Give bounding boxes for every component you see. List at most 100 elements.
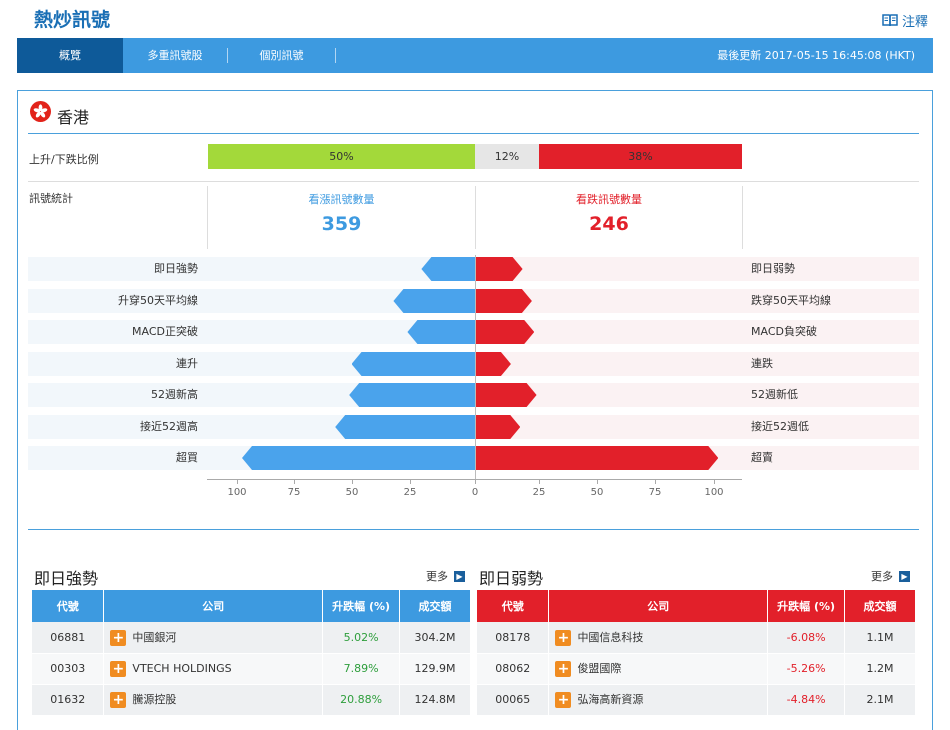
col-change[interactable]: 升跌幅 (%) — [767, 590, 846, 622]
bull-signal-label: 即日強勢 — [154, 262, 198, 275]
hong-kong-flag-icon — [30, 101, 51, 122]
last-updated: 最後更新 2017-05-15 16:45:08 (HKT) — [717, 49, 915, 62]
company-name[interactable]: 中國銀河 — [132, 630, 177, 644]
col-turnover[interactable]: 成交額 — [844, 590, 916, 622]
bear-signal-bar[interactable] — [476, 383, 537, 407]
company-name[interactable]: 弘海高新資源 — [577, 693, 644, 706]
col-turnover[interactable]: 成交額 — [399, 590, 471, 622]
axis-tick-label: 75 — [648, 487, 662, 498]
axis-tick — [714, 479, 715, 484]
weak-more-link[interactable]: 更多 ▶ — [871, 568, 910, 584]
tab-separator — [335, 48, 336, 63]
tab-individual-signal[interactable]: 個別訊號 — [259, 49, 304, 62]
bull-signal-bar[interactable] — [351, 352, 475, 376]
company-cell[interactable]: + VTECH HOLDINGS — [103, 653, 324, 685]
bull-signal-label: 接近52週高 — [140, 420, 198, 433]
company-name[interactable]: 俊盟國際 — [577, 662, 622, 675]
add-watchlist-icon[interactable]: + — [555, 661, 572, 677]
ratio-down-bar: 38% — [539, 144, 742, 169]
turnover: 1.1M — [844, 622, 916, 654]
stock-code[interactable]: 08062 — [477, 653, 550, 685]
col-code[interactable]: 代號 — [477, 590, 550, 622]
col-company[interactable]: 公司 — [548, 590, 769, 622]
col-change[interactable]: 升跌幅 (%) — [322, 590, 401, 622]
divider — [28, 133, 919, 134]
company-cell[interactable]: + 中國銀河 — [103, 622, 324, 654]
divider — [28, 181, 919, 182]
axis-tick — [597, 479, 598, 484]
axis-tick-label: 25 — [532, 487, 546, 498]
chart-axis — [207, 479, 742, 480]
stock-code[interactable]: 00065 — [477, 684, 550, 716]
stock-code[interactable]: 06881 — [32, 622, 105, 654]
company-name[interactable]: VTECH HOLDINGS — [132, 661, 232, 675]
stock-code[interactable]: 08178 — [477, 622, 550, 654]
table-row[interactable]: 08178 + 中國信息科技 -6.08% 1.1M — [477, 622, 916, 654]
company-cell[interactable]: + 騰源控股 — [103, 684, 324, 716]
table-row[interactable]: 00065 + 弘海高新資源 -4.84% 2.1M — [477, 684, 916, 716]
company-name[interactable]: 騰源控股 — [132, 693, 177, 706]
notes-link[interactable]: 注釋 — [882, 11, 928, 30]
tab-overview[interactable]: 概覽 — [17, 38, 123, 73]
stock-code[interactable]: 00303 — [32, 653, 105, 685]
axis-tick-label: 50 — [345, 487, 359, 498]
region-title: 香港 — [57, 108, 90, 127]
bull-signal-bar[interactable] — [407, 320, 475, 344]
book-icon — [882, 14, 898, 27]
bear-signal-bar[interactable] — [476, 320, 534, 344]
overview-panel — [17, 90, 933, 730]
ratio-flat-bar: 12% — [475, 144, 539, 169]
add-watchlist-icon[interactable]: + — [555, 629, 572, 646]
bull-signal-bar[interactable] — [393, 289, 475, 313]
chart-row-bg — [28, 320, 475, 344]
bear-signal-box: 看跌訊號數量 246 — [475, 186, 743, 249]
weak-table: 代號 公司 升跌幅 (%) 成交額 08178 + 中國信息科技 -6.08% 1.1M… — [477, 590, 916, 716]
weak-title: 即日弱勢 — [479, 569, 544, 588]
strong-more-link[interactable]: 更多 ▶ — [426, 568, 465, 584]
chart-center-line — [475, 255, 476, 479]
change-pct: -5.26% — [767, 653, 846, 685]
col-code[interactable]: 代號 — [32, 590, 105, 622]
company-cell[interactable]: + 弘海高新資源 — [548, 684, 769, 716]
table-row[interactable]: 01632 + 騰源控股 20.88% 124.8M — [32, 684, 471, 716]
table-row[interactable]: 06881 + 中國銀河 5.02% 304.2M — [32, 622, 471, 654]
bull-signal-count: 359 — [321, 213, 362, 235]
signal-stats-label: 訊號統計 — [29, 192, 73, 205]
bull-signal-bar[interactable] — [421, 257, 475, 281]
col-company[interactable]: 公司 — [103, 590, 324, 622]
table-row[interactable]: 08062 + 俊盟國際 -5.26% 1.2M — [477, 653, 916, 685]
turnover: 304.2M — [399, 622, 471, 654]
add-watchlist-icon[interactable]: + — [110, 660, 127, 677]
company-cell[interactable]: + 俊盟國際 — [548, 653, 769, 685]
bear-signal-bar[interactable] — [476, 415, 520, 439]
add-watchlist-icon[interactable]: + — [110, 629, 127, 646]
bear-signal-bar[interactable] — [476, 446, 718, 470]
chart-row-bg — [475, 257, 919, 281]
company-name[interactable]: 中國信息科技 — [577, 630, 644, 644]
chart-row-bg — [28, 257, 475, 281]
chart-row-bg — [475, 352, 919, 376]
axis-tick-label: 75 — [287, 487, 301, 498]
axis-tick — [352, 479, 353, 484]
bear-signal-bar[interactable] — [476, 257, 523, 281]
axis-tick — [410, 479, 411, 484]
axis-tick — [539, 479, 540, 484]
add-watchlist-icon[interactable]: + — [110, 692, 127, 708]
strong-table: 代號 公司 升跌幅 (%) 成交額 06881 + 中國銀河 5.02% 304.2M 0… — [32, 590, 471, 716]
strong-title: 即日強勢 — [34, 569, 99, 588]
bull-signal-bar[interactable] — [349, 383, 475, 407]
change-pct: 20.88% — [322, 684, 401, 716]
axis-tick — [475, 479, 476, 484]
bull-signal-bar[interactable] — [335, 415, 475, 439]
axis-tick-label: 100 — [227, 487, 247, 498]
bull-signal-bar[interactable] — [242, 446, 475, 470]
bear-signal-bar[interactable] — [476, 289, 532, 313]
tab-multi-signal[interactable]: 多重訊號股 — [147, 49, 203, 62]
table-row[interactable]: 00303 + VTECH HOLDINGS 7.89% 129.9M — [32, 653, 471, 685]
change-pct: 7.89% — [322, 653, 401, 685]
axis-tick — [294, 479, 295, 484]
stock-code[interactable]: 01632 — [32, 684, 105, 716]
chart-row-bg — [475, 383, 919, 407]
company-cell[interactable]: + 中國信息科技 — [548, 622, 769, 654]
add-watchlist-icon[interactable]: + — [555, 692, 572, 708]
